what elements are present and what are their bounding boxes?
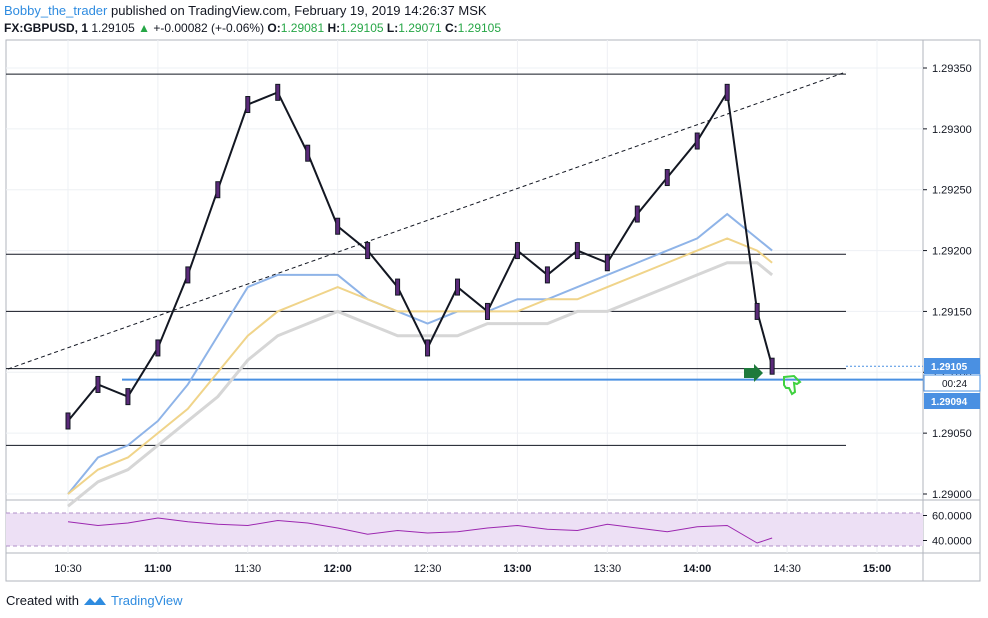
- time-tick-label: 15:00: [863, 563, 891, 575]
- price-line: [67, 89, 774, 422]
- time-tick-label: 12:00: [324, 563, 352, 575]
- change-value: +-0.00082 (+-0.06%): [153, 21, 265, 35]
- candle: [514, 242, 520, 260]
- close-label: C:: [444, 21, 458, 35]
- price-tick-label: 1.29200: [932, 246, 972, 258]
- price-tick-label: 1.29150: [932, 306, 972, 318]
- candle: [65, 412, 71, 430]
- thumbs-down-icon: [783, 374, 802, 396]
- candle: [125, 388, 131, 406]
- countdown-label: 00:24: [942, 379, 967, 390]
- time-axis: 10:30 11:00 11:30 12:00 12:30 13:00 13:30 14:00…: [54, 563, 891, 575]
- candle: [634, 205, 640, 223]
- moving-averages: [67, 212, 774, 508]
- candle: [425, 339, 431, 357]
- price-tick-label: 1.29250: [932, 185, 972, 197]
- time-tick-label: 14:00: [683, 563, 711, 575]
- low-label: L:: [386, 21, 399, 35]
- horizontal-levels[interactable]: [6, 73, 923, 446]
- grid: [6, 40, 923, 553]
- candle: [604, 254, 610, 272]
- rsi-band: [6, 513, 923, 546]
- time-tick-label: 10:30: [54, 563, 82, 575]
- price-series: [65, 83, 775, 430]
- rsi-series: [67, 517, 773, 544]
- candle: [769, 357, 775, 375]
- candle: [305, 144, 311, 162]
- time-tick-label: 13:30: [594, 563, 622, 575]
- published-text: published on TradingView.com, February 1…: [110, 3, 487, 18]
- open-label: O:: [267, 21, 281, 35]
- tradingview-brand[interactable]: TradingView: [110, 593, 183, 608]
- price-tick-label: 1.29350: [932, 63, 972, 75]
- rsi-tick-label: 40.0000: [932, 536, 972, 548]
- price-tick-label: 1.29000: [932, 489, 972, 501]
- candle: [724, 83, 730, 101]
- time-tick-label: 11:00: [144, 563, 172, 575]
- time-tick-label: 14:30: [773, 563, 801, 575]
- countdown-tag: [923, 374, 981, 392]
- trend-line[interactable]: [7, 71, 847, 370]
- symbol-label: FX:GBPUSD, 1: [4, 21, 89, 35]
- line-price-tag: [924, 393, 980, 409]
- time-tick-label: 12:30: [414, 563, 442, 575]
- publish-header: Bobby_the_trader published on TradingVie…: [4, 3, 487, 18]
- chart-frame: [5, 39, 981, 582]
- price-axis: 1.29350 1.29300 1.29250 1.29200 1.29150 1.291…: [923, 63, 972, 501]
- footer: Created with TradingView: [6, 593, 183, 608]
- candle: [395, 278, 401, 296]
- tradingview-logo-icon: [83, 596, 106, 605]
- candle: [95, 375, 101, 393]
- time-tick-label: 11:30: [234, 563, 261, 575]
- price-tick-label: 1.29300: [932, 124, 972, 136]
- high-label: H:: [327, 21, 341, 35]
- last-price-tag: [924, 358, 980, 374]
- candle: [455, 278, 461, 296]
- price-tick-label: 1.29050: [932, 428, 972, 440]
- ma-mid-line: [67, 237, 773, 495]
- rsi-axis: 60.0000 40.0000: [923, 511, 972, 548]
- candle: [574, 242, 580, 260]
- username-link[interactable]: Bobby_the_trader: [4, 3, 108, 18]
- arrow-right-icon: [744, 364, 763, 382]
- last-price-tag-label: 1.29105: [931, 362, 968, 373]
- ma-slow-line: [67, 261, 774, 508]
- line-price-tag-label: 1.29094: [931, 397, 968, 408]
- candle: [544, 266, 550, 284]
- created-with-text: Created with: [6, 593, 79, 608]
- ma-fast-line: [67, 212, 773, 495]
- candle: [155, 339, 161, 357]
- candle: [275, 83, 281, 101]
- candle: [484, 302, 490, 320]
- candle: [215, 181, 221, 199]
- rsi-line: [67, 517, 773, 544]
- candle: [335, 217, 341, 235]
- time-tick-label: 13:00: [503, 563, 531, 575]
- candle: [185, 266, 191, 284]
- candle: [664, 169, 670, 187]
- candle: [754, 302, 760, 320]
- up-arrow-icon: ▲: [138, 21, 150, 35]
- candle: [245, 96, 251, 114]
- rsi-tick-label: 60.0000: [932, 511, 972, 523]
- candle: [365, 242, 371, 260]
- low-value: 1.29071: [398, 21, 442, 35]
- ohlc-legend: FX:GBPUSD, 1 1.29105 ▲ +-0.00082 (+-0.06…: [4, 21, 501, 35]
- candle: [694, 132, 700, 150]
- close-value: 1.29105: [457, 21, 502, 35]
- high-value: 1.29105: [340, 21, 384, 35]
- last-price: 1.29105: [91, 21, 135, 35]
- open-value: 1.29081: [280, 21, 325, 35]
